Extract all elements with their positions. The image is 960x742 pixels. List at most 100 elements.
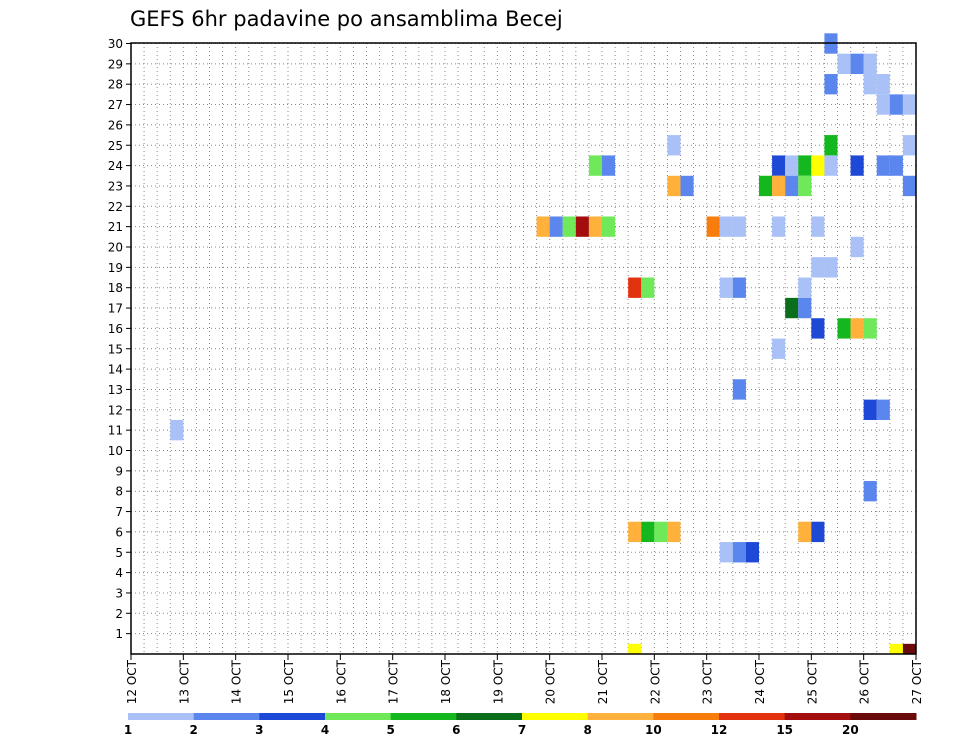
y-tick-label: 12 xyxy=(108,403,123,417)
legend-label: 12 xyxy=(711,723,728,737)
heatmap-cell xyxy=(628,643,642,654)
legend-swatch xyxy=(522,713,589,720)
legend-label: 20 xyxy=(842,723,859,737)
heatmap-cell xyxy=(850,318,864,339)
heatmap-cell xyxy=(902,135,916,156)
heatmap-cell xyxy=(902,94,916,115)
y-tick-label: 18 xyxy=(108,281,123,295)
color-legend: 1 2 3 4 5 6 7 8 10 12 15 20 xyxy=(124,713,917,737)
x-tick-label: 15 OCT xyxy=(282,659,296,704)
heatmap-cell xyxy=(824,135,838,156)
heatmap-cell xyxy=(798,277,812,298)
heatmap-cell xyxy=(876,155,890,176)
heatmap-cell xyxy=(889,94,903,115)
heatmap-cell xyxy=(837,53,851,75)
heatmap-cell xyxy=(667,521,681,543)
heatmap-cell xyxy=(902,175,916,197)
y-tick-label: 4 xyxy=(115,566,123,580)
heatmap-cell xyxy=(785,297,799,319)
x-tick-label: 27 OCT xyxy=(910,659,924,704)
heatmap-cell xyxy=(863,53,877,75)
y-tick-label: 14 xyxy=(108,363,123,377)
heatmap-cell xyxy=(785,155,799,176)
heatmap-cell xyxy=(732,277,746,298)
heatmap-cell xyxy=(667,135,681,156)
heatmap-cell xyxy=(602,155,616,176)
y-tick-label: 24 xyxy=(108,159,123,173)
x-tick-label: 22 OCT xyxy=(648,659,662,704)
heatmap-cells xyxy=(170,33,916,654)
heatmap-cell xyxy=(667,175,681,197)
y-tick-label: 30 xyxy=(108,37,123,51)
heatmap-cell xyxy=(837,318,851,339)
legend-label: 1 xyxy=(124,723,132,737)
x-tick-label: 24 OCT xyxy=(753,659,767,704)
y-tick-label: 2 xyxy=(115,607,123,621)
heatmap-cell xyxy=(680,175,694,197)
y-tick-label: 7 xyxy=(115,505,123,519)
heatmap-cell xyxy=(719,216,733,237)
heatmap-cell xyxy=(850,155,864,176)
heatmap-cell xyxy=(772,175,786,197)
legend-swatch xyxy=(456,713,523,720)
x-tick-label: 21 OCT xyxy=(596,659,610,704)
heatmap-cell xyxy=(850,236,864,258)
heatmap-cell xyxy=(588,216,602,237)
legend-swatch xyxy=(719,713,786,720)
x-tick-label: 16 OCT xyxy=(334,659,348,704)
y-tick-label: 19 xyxy=(108,261,123,275)
x-tick-label: 25 OCT xyxy=(805,659,819,704)
heatmap-cell xyxy=(824,74,838,95)
heatmap-cell xyxy=(811,521,825,543)
heatmap-cell xyxy=(745,542,759,563)
y-tick-label: 10 xyxy=(108,444,123,458)
heatmap-cell xyxy=(588,155,602,176)
legend-label: 3 xyxy=(255,723,263,737)
legend-swatch xyxy=(653,713,720,720)
heatmap-cell xyxy=(824,155,838,176)
legend-swatch xyxy=(325,713,392,720)
legend-label: 6 xyxy=(452,723,460,737)
y-tick-label: 29 xyxy=(108,57,123,71)
heatmap-cell xyxy=(863,318,877,339)
grid-lines xyxy=(131,43,916,654)
y-tick-label: 6 xyxy=(115,525,123,539)
y-tick-label: 23 xyxy=(108,179,123,193)
x-tick-label: 17 OCT xyxy=(387,659,401,704)
y-tick-label: 8 xyxy=(115,485,123,499)
heatmap-cell xyxy=(889,643,903,654)
x-tick-label: 26 OCT xyxy=(858,659,872,704)
heatmap-cell xyxy=(772,216,786,237)
heatmap-cell xyxy=(902,643,916,654)
heatmap-cell xyxy=(536,216,550,237)
y-tick-label: 21 xyxy=(108,220,123,234)
y-tick-label: 28 xyxy=(108,78,123,92)
heatmap-cell xyxy=(876,399,890,420)
legend-swatch xyxy=(390,713,457,720)
heatmap-cell xyxy=(170,419,184,441)
heatmap-cell xyxy=(628,521,642,543)
heatmap-cell xyxy=(772,338,786,359)
legend-label: 2 xyxy=(189,723,197,737)
heatmap-cell xyxy=(706,216,720,237)
heatmap-cell xyxy=(562,216,576,237)
heatmap-cell xyxy=(575,216,589,237)
legend-swatch xyxy=(193,713,260,720)
y-tick-label: 27 xyxy=(108,98,123,112)
x-tick-label: 20 OCT xyxy=(544,659,558,704)
heatmap-cell xyxy=(732,216,746,237)
legend-swatch xyxy=(587,713,654,720)
x-tick-label: 23 OCT xyxy=(701,659,715,704)
x-tick-label: 14 OCT xyxy=(230,659,244,704)
heatmap-cell xyxy=(876,94,890,115)
y-tick-label: 26 xyxy=(108,118,123,132)
heatmap-cell xyxy=(549,216,563,237)
heatmap-cell xyxy=(889,155,903,176)
y-tick-label: 20 xyxy=(108,241,123,255)
y-tick-label: 17 xyxy=(108,302,123,316)
legend-swatch xyxy=(128,713,195,720)
legend-swatch xyxy=(259,713,326,720)
heatmap-cell xyxy=(732,542,746,563)
chart-title: GEFS 6hr padavine po ansamblima Becej xyxy=(130,7,563,31)
